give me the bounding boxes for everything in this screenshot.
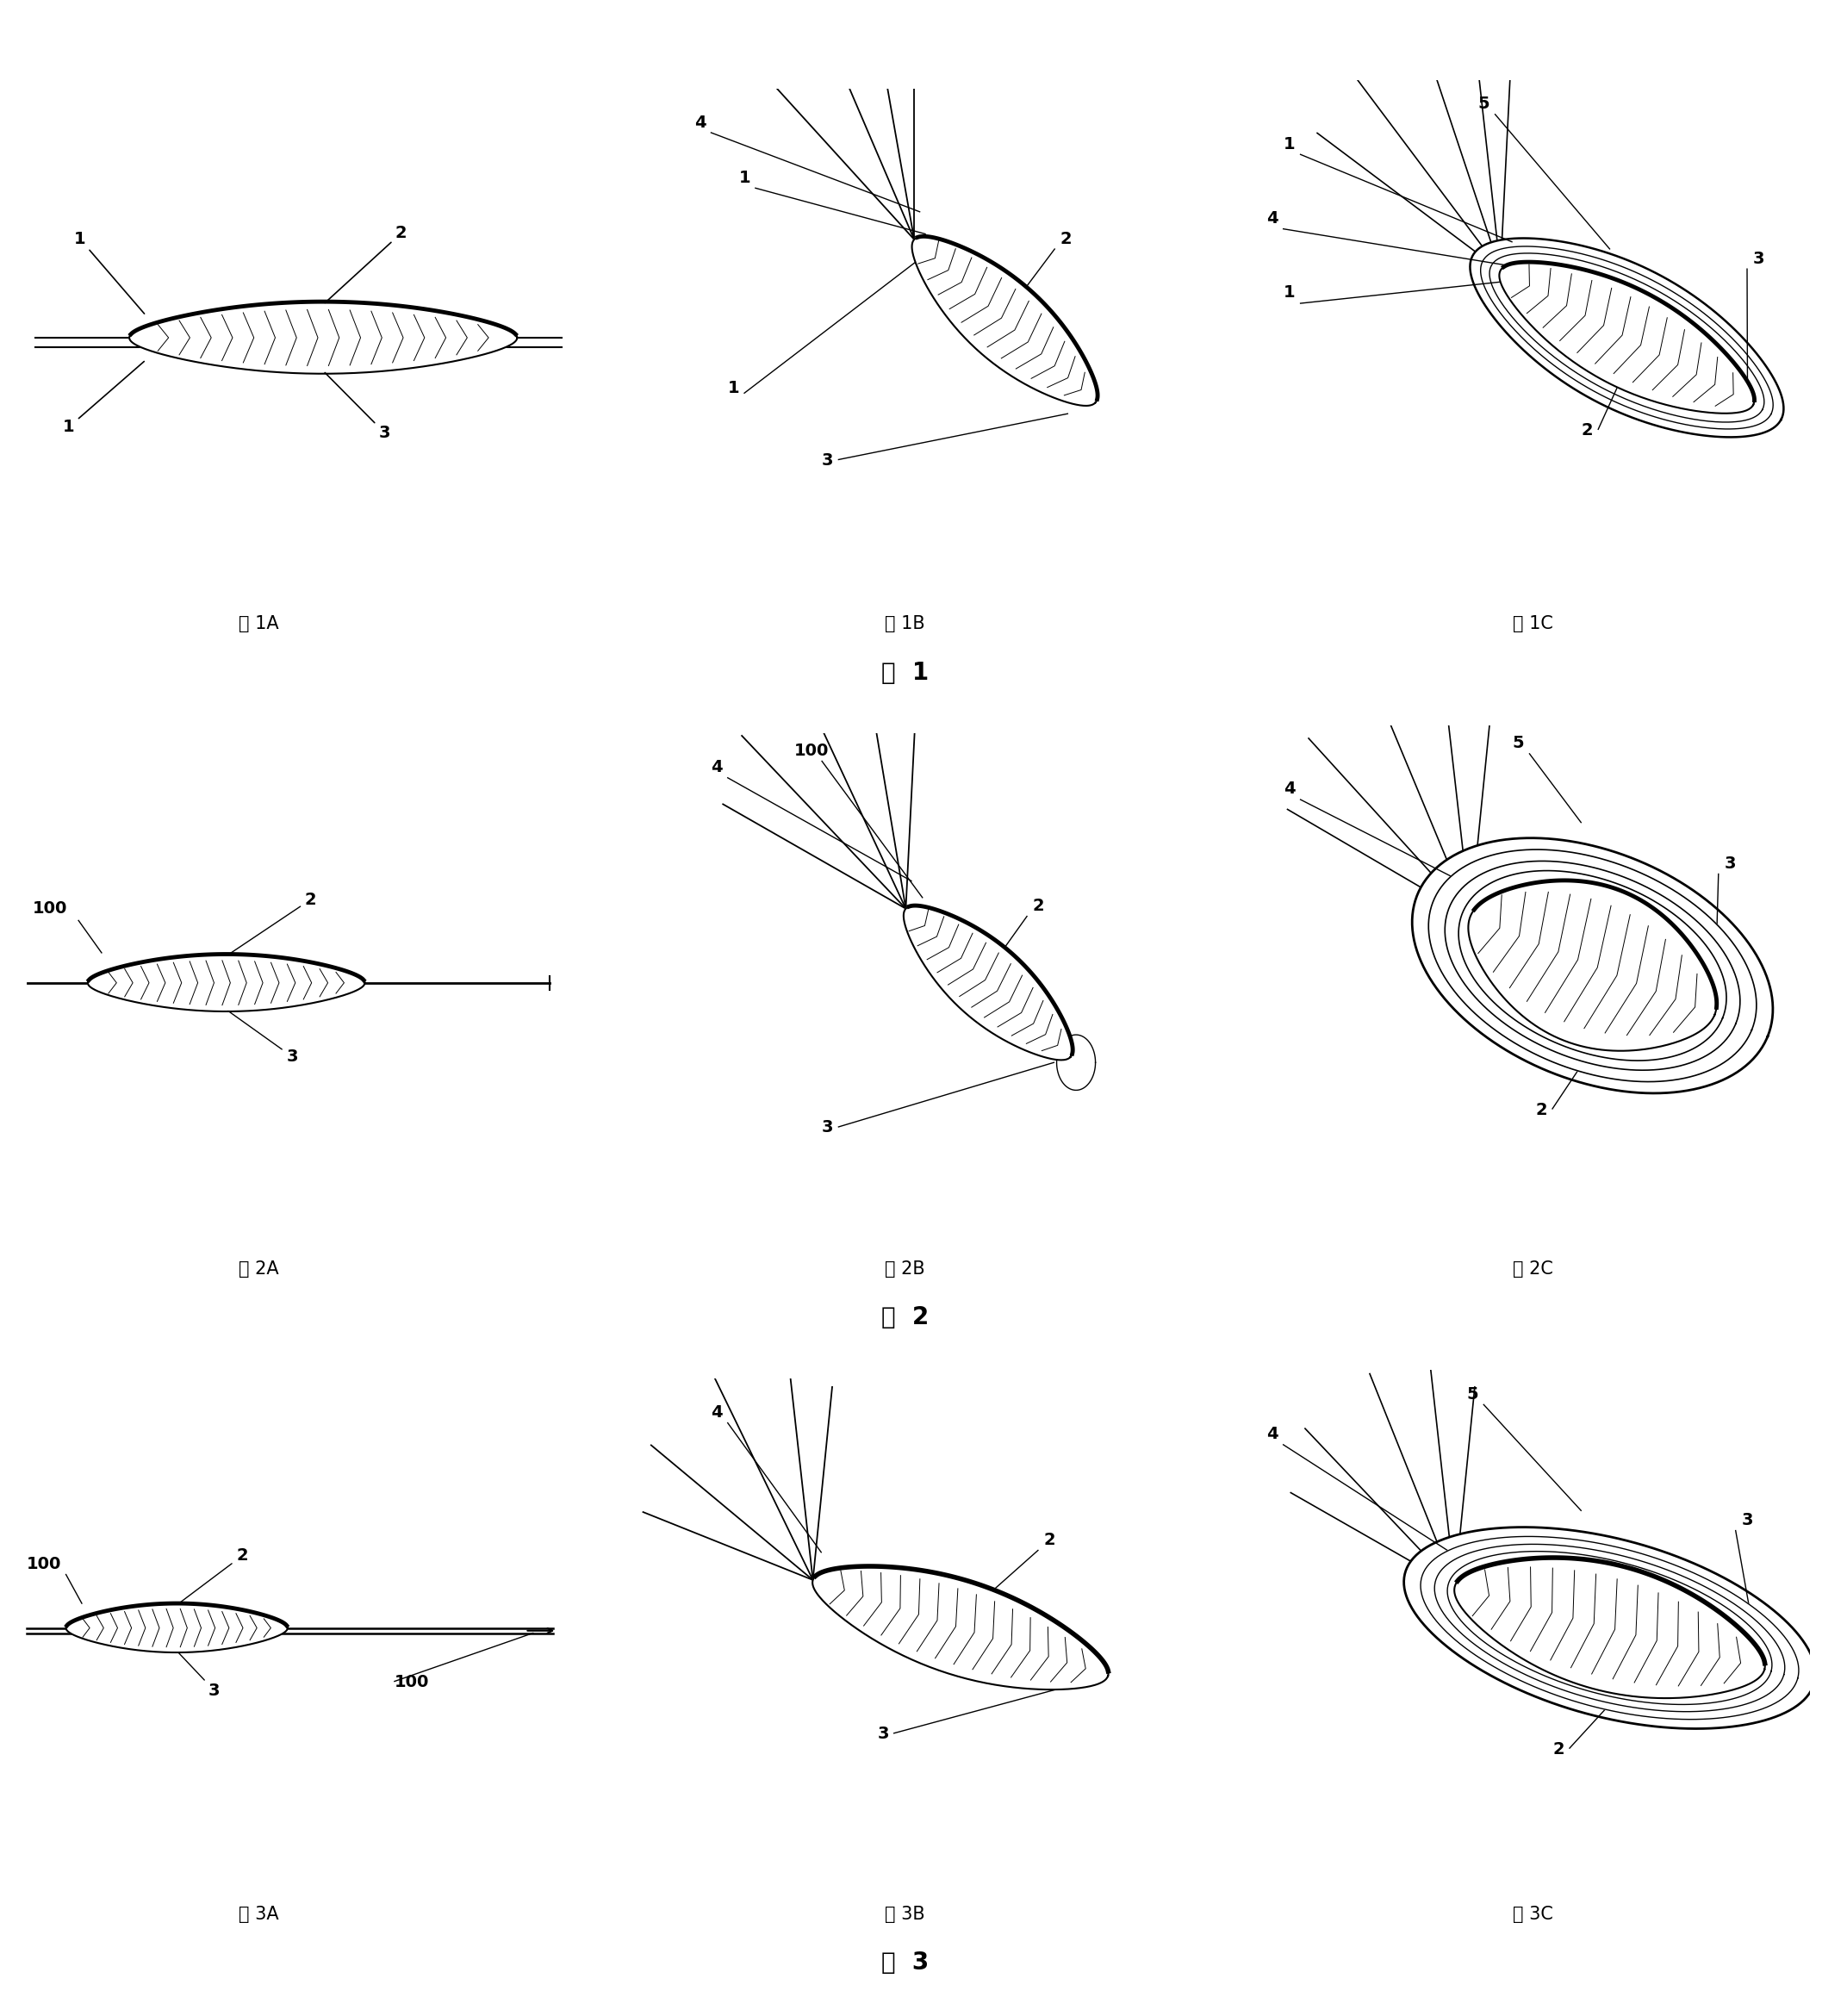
Text: 图  2: 图 2: [881, 1306, 929, 1331]
Polygon shape: [1454, 1558, 1766, 1697]
Text: 图 2C: 图 2C: [1513, 1260, 1553, 1278]
Text: 3: 3: [325, 373, 390, 442]
Polygon shape: [1489, 254, 1764, 421]
Text: 图  3: 图 3: [881, 1951, 929, 1976]
Text: 2: 2: [1032, 897, 1044, 913]
Text: 5: 5: [1513, 736, 1524, 752]
Text: 3: 3: [179, 1653, 220, 1699]
Text: 3: 3: [1753, 250, 1764, 266]
Text: 2: 2: [1044, 1532, 1055, 1548]
Text: 2: 2: [229, 891, 316, 956]
Polygon shape: [1468, 881, 1716, 1050]
Polygon shape: [129, 302, 517, 373]
Polygon shape: [1435, 1544, 1784, 1712]
Text: 2: 2: [1551, 1742, 1564, 1758]
Text: 1: 1: [728, 381, 739, 397]
Text: 3: 3: [822, 1119, 833, 1135]
Text: 图 1B: 图 1B: [885, 615, 925, 633]
Polygon shape: [1428, 849, 1756, 1083]
Text: 图 3B: 图 3B: [885, 1905, 925, 1923]
Text: 3: 3: [1742, 1512, 1753, 1528]
Text: 3: 3: [229, 1010, 297, 1064]
Text: 图 2A: 图 2A: [238, 1260, 279, 1278]
Text: 图 2B: 图 2B: [885, 1260, 925, 1278]
Text: 3: 3: [1725, 855, 1736, 871]
Text: 1: 1: [1284, 284, 1295, 300]
Polygon shape: [1444, 861, 1740, 1070]
Text: 5: 5: [1467, 1385, 1478, 1403]
Text: 5: 5: [1478, 95, 1491, 113]
Text: 4: 4: [711, 1405, 722, 1421]
Polygon shape: [1404, 1528, 1816, 1728]
Text: 图 3C: 图 3C: [1513, 1905, 1553, 1923]
Text: 100: 100: [26, 1556, 61, 1572]
Text: 4: 4: [1284, 780, 1295, 796]
Polygon shape: [1459, 871, 1727, 1060]
Polygon shape: [66, 1603, 288, 1653]
Polygon shape: [903, 905, 1073, 1060]
Text: 2: 2: [1060, 230, 1071, 246]
Polygon shape: [1470, 238, 1784, 437]
Text: 2: 2: [1535, 1101, 1548, 1119]
Text: 4: 4: [694, 115, 706, 131]
Text: 100: 100: [395, 1675, 429, 1691]
Polygon shape: [1500, 262, 1755, 413]
Text: 3: 3: [877, 1726, 888, 1742]
Polygon shape: [813, 1566, 1108, 1689]
Text: 图  1: 图 1: [881, 661, 929, 685]
Polygon shape: [89, 954, 364, 1012]
Polygon shape: [1448, 1552, 1771, 1704]
Text: 图 3A: 图 3A: [238, 1905, 279, 1923]
Text: 图 1A: 图 1A: [238, 615, 279, 633]
Text: 100: 100: [794, 742, 829, 760]
Text: 2: 2: [1581, 421, 1592, 437]
Polygon shape: [1481, 246, 1773, 429]
Text: 3: 3: [822, 452, 833, 468]
Text: 4: 4: [711, 760, 722, 776]
Text: 1: 1: [739, 169, 750, 185]
Text: 4: 4: [1267, 210, 1278, 226]
Text: 2: 2: [179, 1548, 247, 1603]
Polygon shape: [912, 236, 1097, 405]
Text: 100: 100: [31, 901, 66, 917]
Text: 1: 1: [63, 361, 144, 435]
Text: 2: 2: [325, 226, 406, 302]
Text: 1: 1: [1284, 135, 1295, 151]
Text: 1: 1: [74, 230, 144, 314]
Text: 4: 4: [1267, 1425, 1278, 1441]
Polygon shape: [1413, 839, 1773, 1093]
Text: 图 1C: 图 1C: [1513, 615, 1553, 633]
Polygon shape: [1420, 1536, 1799, 1720]
